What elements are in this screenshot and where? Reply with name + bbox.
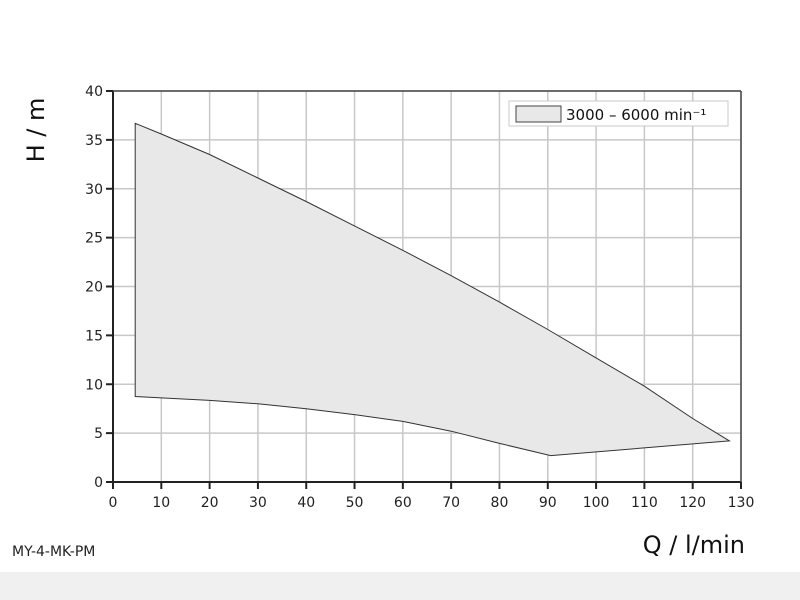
- y-tick-label: 35: [85, 133, 103, 149]
- y-tick-label: 40: [85, 84, 103, 100]
- y-tick-label: 10: [85, 377, 103, 393]
- x-tick-label: 10: [152, 495, 170, 511]
- y-tick-label: 20: [85, 280, 103, 296]
- model-label: MY-4-MK-PM: [12, 544, 96, 560]
- axes: [106, 90, 742, 489]
- y-tick-label: 15: [85, 328, 103, 344]
- x-tick-label: 40: [297, 495, 315, 511]
- x-tick-label: 60: [394, 495, 412, 511]
- x-tick-label: 120: [679, 495, 706, 511]
- legend-label: 3000 – 6000 min⁻¹: [566, 106, 706, 124]
- x-tick-label: 130: [728, 495, 755, 511]
- y-tick-label: 0: [94, 475, 103, 491]
- tick-labels: 0 10 20 30 40 50 60 70 80 90 100 110 120 130 0 5 10 15 20 2…: [85, 84, 754, 511]
- x-tick-label: 20: [201, 495, 219, 511]
- x-tick-label: 0: [109, 495, 118, 511]
- x-tick-label: 30: [249, 495, 267, 511]
- x-tick-label: 50: [346, 495, 364, 511]
- footer-band: [0, 572, 800, 600]
- y-tick-label: 30: [85, 182, 103, 198]
- x-axis-label: Q / l/min: [643, 531, 745, 559]
- x-tick-label: 90: [539, 495, 557, 511]
- legend-swatch: [515, 105, 562, 123]
- operating-range-area: [134, 122, 731, 457]
- x-tick-label: 70: [442, 495, 460, 511]
- y-tick-label: 5: [94, 426, 103, 442]
- x-tick-label: 100: [583, 495, 610, 511]
- y-tick-label: 25: [85, 231, 103, 247]
- y-axis-label: H / m: [22, 98, 50, 163]
- legend: 3000 – 6000 min⁻¹: [508, 100, 729, 127]
- x-tick-label: 110: [631, 495, 658, 511]
- x-tick-label: 80: [491, 495, 509, 511]
